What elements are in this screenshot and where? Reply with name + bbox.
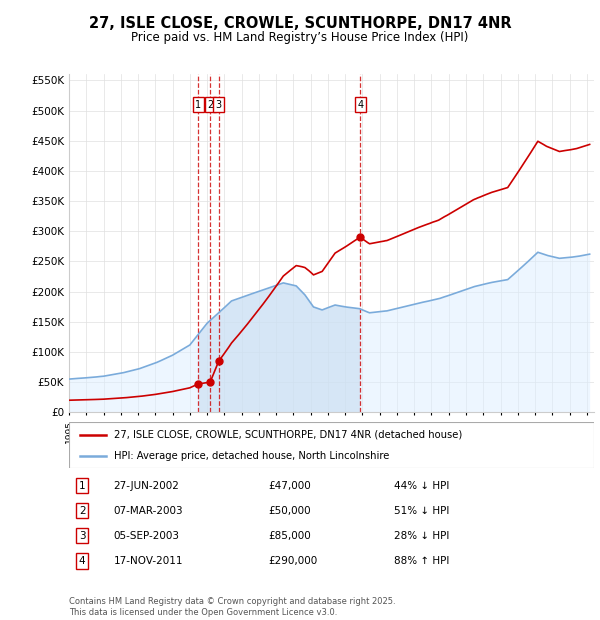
Text: 27, ISLE CLOSE, CROWLE, SCUNTHORPE, DN17 4NR: 27, ISLE CLOSE, CROWLE, SCUNTHORPE, DN17… (89, 16, 511, 31)
Text: 17-NOV-2011: 17-NOV-2011 (113, 556, 183, 566)
Text: 1: 1 (195, 100, 201, 110)
Text: HPI: Average price, detached house, North Lincolnshire: HPI: Average price, detached house, Nort… (113, 451, 389, 461)
Text: 05-SEP-2003: 05-SEP-2003 (113, 531, 179, 541)
Text: 2: 2 (207, 100, 213, 110)
Text: 07-MAR-2003: 07-MAR-2003 (113, 506, 183, 516)
Text: 27-JUN-2002: 27-JUN-2002 (113, 480, 179, 490)
Text: £290,000: £290,000 (269, 556, 318, 566)
Text: 3: 3 (216, 100, 222, 110)
Text: 27, ISLE CLOSE, CROWLE, SCUNTHORPE, DN17 4NR (detached house): 27, ISLE CLOSE, CROWLE, SCUNTHORPE, DN17… (113, 430, 462, 440)
Text: Price paid vs. HM Land Registry’s House Price Index (HPI): Price paid vs. HM Land Registry’s House … (131, 31, 469, 43)
Text: 28% ↓ HPI: 28% ↓ HPI (395, 531, 450, 541)
Text: 88% ↑ HPI: 88% ↑ HPI (395, 556, 450, 566)
Text: 3: 3 (79, 531, 85, 541)
Text: £47,000: £47,000 (269, 480, 311, 490)
Text: 44% ↓ HPI: 44% ↓ HPI (395, 480, 450, 490)
Text: 2: 2 (79, 506, 85, 516)
Text: 4: 4 (357, 100, 364, 110)
Text: £50,000: £50,000 (269, 506, 311, 516)
Text: Contains HM Land Registry data © Crown copyright and database right 2025.
This d: Contains HM Land Registry data © Crown c… (69, 598, 395, 617)
FancyBboxPatch shape (69, 422, 594, 468)
Text: 4: 4 (79, 556, 85, 566)
Text: 1: 1 (79, 480, 85, 490)
Text: 51% ↓ HPI: 51% ↓ HPI (395, 506, 450, 516)
Text: £85,000: £85,000 (269, 531, 311, 541)
